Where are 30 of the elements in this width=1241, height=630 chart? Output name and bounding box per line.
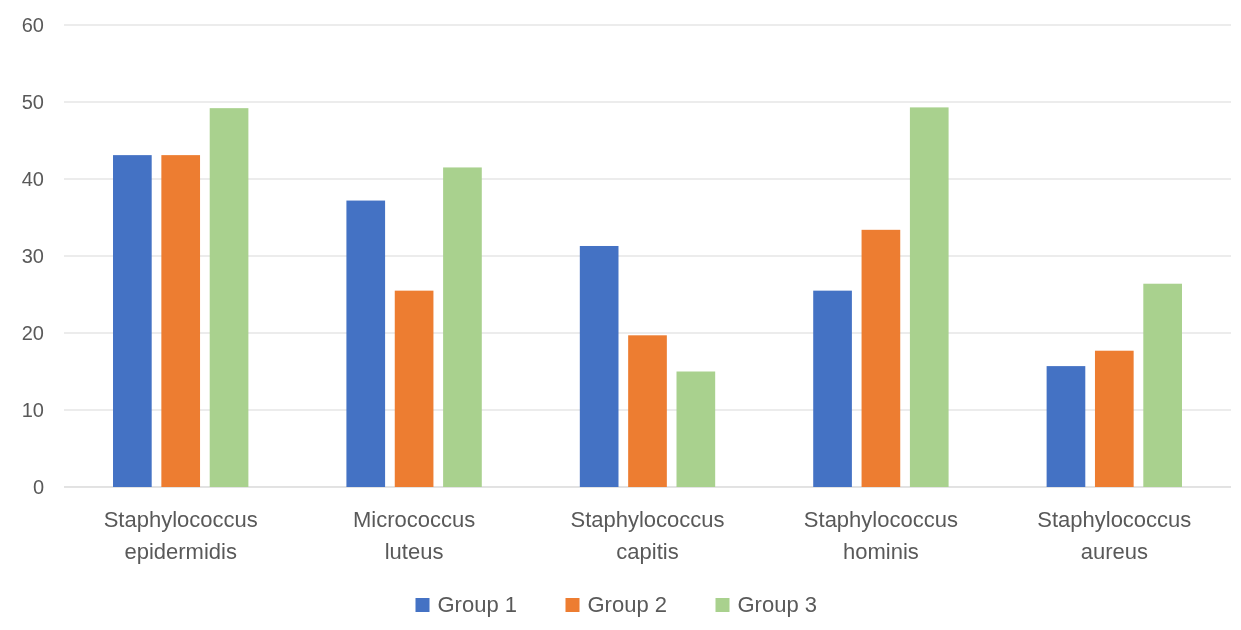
x-tick-label: Staphylococcus epidermidis [103, 507, 258, 564]
bar [209, 108, 249, 487]
x-tick-label: Staphylococcus capitis [570, 507, 725, 564]
bar [113, 155, 152, 487]
y-tick-label: 60 [21, 14, 44, 36]
bar [1094, 350, 1134, 487]
bar [1046, 366, 1086, 487]
y-tick-label: 40 [21, 168, 44, 190]
legend-label: Group 1 [437, 592, 517, 617]
bar [1143, 283, 1182, 487]
bar [676, 371, 716, 487]
bar [813, 290, 852, 487]
bar [161, 155, 201, 487]
bar [394, 290, 434, 487]
y-tick-label: 0 [32, 476, 44, 498]
x-tick-label: Staphylococcus aureus [1037, 507, 1192, 564]
x-tick-label: Staphylococcus hominis [803, 507, 958, 564]
bar [861, 229, 901, 487]
x-tick-label: Micrococcus luteus [352, 507, 476, 564]
bar [909, 107, 949, 487]
y-tick-label: 30 [21, 245, 44, 267]
legend-label: Group 3 [737, 592, 817, 617]
y-tick-label: 20 [21, 322, 44, 344]
y-tick-label: 10 [21, 399, 44, 421]
bar [579, 245, 619, 487]
legend-label: Group 2 [587, 592, 667, 617]
bar [628, 335, 667, 487]
y-tick-label: 50 [21, 91, 44, 113]
bar [443, 167, 482, 487]
bar [346, 200, 386, 487]
